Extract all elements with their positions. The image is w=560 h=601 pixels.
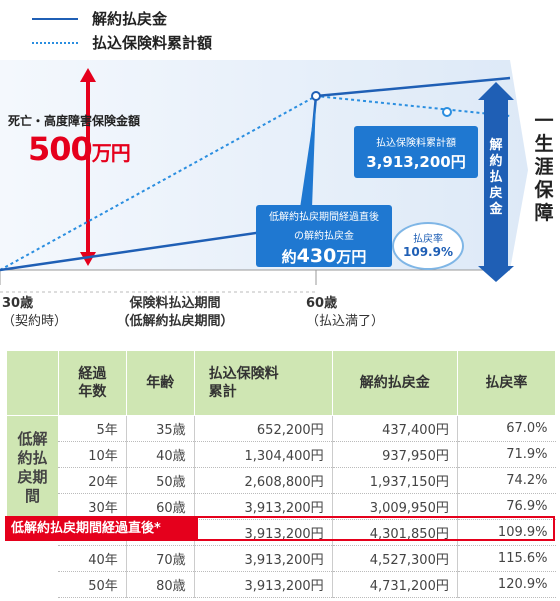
low-callout-unit: 万円	[336, 248, 367, 266]
cell-age: 80歳	[126, 571, 195, 598]
header-age: 年齢	[125, 350, 195, 416]
cell-refund: 4,301,850円	[332, 519, 458, 546]
refund-arrow-up	[478, 82, 514, 100]
table-row: 低解約払戻期間 5年 35歳 652,200円 437,400円 67.0%	[6, 415, 556, 520]
refund-arrow-down	[478, 266, 514, 282]
lifetime-label: 一生涯保障	[534, 110, 554, 224]
cell-age: 50歳	[126, 467, 195, 494]
benefit-chart	[0, 60, 528, 293]
legend-paid-label: 払込保険料累計額	[92, 34, 213, 52]
cell-refund: 437,400円	[332, 415, 458, 442]
paid-callout: 払込保険料累計額 3,913,200円	[354, 126, 478, 178]
table-row: 40年 70歳 3,913,200円 4,527,300円 115.6%	[7, 545, 556, 572]
cell-age: 70歳	[126, 545, 195, 572]
table-row: 50年 80歳 3,913,200円 4,731,200円 120.9%	[7, 571, 556, 598]
cell-paid: 3,913,200円	[194, 519, 333, 546]
low-period-side-label: 低解約払戻期間	[17, 429, 48, 505]
cell-paid: 3,913,200円	[194, 493, 333, 520]
cell-years: 5年	[58, 415, 127, 442]
row-side-cell: 低解約払戻期間	[6, 415, 59, 520]
cell-rate: 120.9%	[457, 571, 556, 598]
cell-rate: 76.9%	[457, 493, 556, 520]
table-header-row: 経過 年数 年齢 払込保険料 累計 解約払戻金 払戻率	[6, 350, 557, 416]
cell-refund: 937,950円	[332, 441, 458, 468]
cell-rate: 115.6%	[457, 545, 556, 572]
header-paid: 払込保険料 累計	[193, 350, 333, 416]
low-refund-callout: 低解約払戻期間経過直後 の解約払戻金 約430万円	[256, 205, 392, 267]
header-years: 経過 年数	[57, 350, 127, 416]
table-row: 10年 40歳 1,304,400円 937,950円 71.9%	[7, 441, 556, 468]
paid-dot-swatch	[32, 41, 78, 44]
highlight-row-label: 低解約払戻期間経過直後*	[5, 516, 198, 541]
legend-refund: 解約払戻金	[32, 8, 167, 29]
cell-rate: 109.9%	[457, 519, 556, 546]
cell-age: 40歳	[126, 441, 195, 468]
cell-rate: 74.2%	[457, 467, 556, 494]
legend-refund-label: 解約払戻金	[92, 10, 168, 28]
rate-bubble: 払戻率 109.9%	[392, 222, 464, 270]
header-refund: 解約払戻金	[331, 350, 458, 416]
cell-rate: 67.0%	[457, 415, 556, 442]
cell-paid: 2,608,800円	[194, 467, 333, 494]
period-label-2: （低解約払戻期間）	[116, 314, 234, 329]
death-benefit-amount: 500万円	[28, 130, 131, 168]
callout-pointer	[300, 100, 316, 208]
cell-paid: 3,913,200円	[194, 545, 333, 572]
low-callout-value: 430	[296, 245, 337, 267]
cell-years: 10年	[58, 441, 127, 468]
refund-table: 経過 年数 年齢 払込保険料 累計 解約払戻金 払戻率 低解約払戻期間 5年 35歳…	[6, 350, 557, 598]
low-callout-title-2: の解約払戻金	[294, 231, 354, 242]
paid-callout-value: 3,913,200円	[366, 153, 466, 171]
death-amount-unit: 万円	[91, 141, 131, 165]
row-side-cell	[7, 572, 59, 598]
legend-paid: 払込保険料累計額	[32, 32, 212, 53]
death-benefit-label: 死亡・高度障害保険金額	[8, 114, 141, 128]
refund-arrow-body	[484, 100, 508, 266]
rate-title: 払戻率	[413, 234, 443, 245]
low-callout-value-row: 約430万円	[256, 245, 392, 267]
cell-age: 60歳	[126, 493, 195, 520]
cell-paid: 3,913,200円	[194, 571, 333, 598]
death-arrow-up	[80, 68, 96, 82]
refund-line-swatch	[32, 17, 78, 20]
end-note: （払込満了）	[306, 314, 385, 329]
low-callout-title-1: 低解約払戻期間経過直後	[269, 212, 379, 223]
cell-years: 30年	[58, 493, 127, 520]
header-rate: 払戻率	[456, 350, 557, 416]
table-row: 30年 60歳 3,913,200円 3,009,950円 76.9%	[7, 493, 556, 520]
cell-refund: 1,937,150円	[332, 467, 458, 494]
row-side-cell	[7, 546, 59, 572]
start-age: 30歳	[2, 296, 34, 311]
cell-rate: 71.9%	[457, 441, 556, 468]
period-label-1: 保険料払込期間	[129, 296, 221, 311]
low-callout-prefix: 約	[281, 248, 297, 266]
cell-years: 20年	[58, 467, 127, 494]
paid-callout-title: 払込保険料累計額	[376, 138, 456, 149]
table-row: 20年 50歳 2,608,800円 1,937,150円 74.2%	[7, 467, 556, 494]
cell-refund: 4,731,200円	[332, 571, 458, 598]
highlight-label-text: 低解約払戻期間経過直後	[11, 521, 155, 536]
cell-age: 35歳	[126, 415, 195, 442]
death-amount-number: 500	[28, 130, 93, 168]
cell-paid: 1,304,400円	[194, 441, 333, 468]
paid-point	[442, 107, 452, 117]
vertical-refund-label: 解約払戻金	[489, 138, 503, 217]
start-note: （契約時）	[2, 314, 68, 329]
chart-background	[0, 60, 528, 270]
cell-years: 50年	[58, 571, 127, 598]
refund-point-60	[311, 91, 321, 101]
cell-years: 40年	[58, 545, 127, 572]
cell-refund: 4,527,300円	[332, 545, 458, 572]
rate-value: 109.9%	[403, 245, 453, 259]
cell-refund: 3,009,950円	[332, 493, 458, 520]
header-blank	[6, 350, 59, 416]
end-age: 60歳	[306, 296, 338, 311]
cell-paid: 652,200円	[194, 415, 333, 442]
